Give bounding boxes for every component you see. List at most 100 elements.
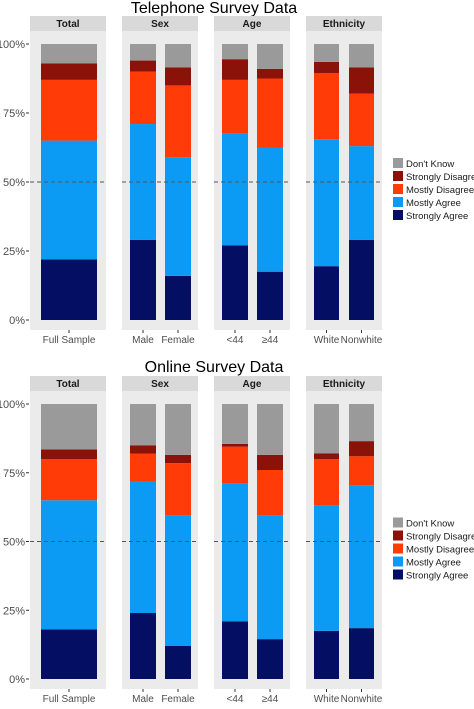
facet-strip: [30, 376, 106, 391]
bar-segment-dont-know: [41, 404, 97, 450]
bar-segment-mostly-disagree: [130, 453, 156, 481]
facet-strip: [122, 16, 198, 31]
legend-label: Strongly Disagree: [406, 172, 474, 183]
legend: Don't Know Strongly Disagree Mostly Disagr…: [393, 517, 474, 582]
bar-segment-mostly-agree: [349, 485, 374, 629]
legend-swatch-strongly-agree: [393, 210, 403, 220]
facet-strip-label: Ethnicity: [323, 379, 366, 390]
bar-segment-strongly-disagree: [165, 454, 191, 464]
bar-segment-mostly-agree: [349, 146, 374, 240]
bar-segment-mostly-disagree: [314, 459, 339, 506]
facet-strip-label: Sex: [151, 379, 169, 390]
legend-label: Don't Know: [406, 159, 454, 170]
bar-segment-mostly-disagree: [314, 72, 339, 140]
bar-segment-mostly-agree: [130, 481, 156, 613]
bar-segment-mostly-agree: [257, 147, 283, 272]
bar-segment-mostly-disagree: [41, 79, 97, 141]
legend-swatch-dont-know: [393, 517, 403, 528]
y-tick-label: 0%: [9, 315, 25, 327]
facet-strip: [214, 376, 290, 391]
x-tick-label: Female: [161, 335, 195, 346]
legend-swatch-strongly-agree: [393, 569, 403, 580]
x-tick-label: ≥44: [262, 694, 279, 704]
bar-segment-mostly-agree: [41, 500, 97, 630]
bar-segment-strongly-agree: [165, 646, 191, 679]
facet-strip-label: Total: [56, 379, 79, 390]
bar-segment-strongly-agree: [41, 629, 97, 679]
bar-segment-strongly-agree: [314, 630, 339, 679]
bar-segment-mostly-disagree: [222, 79, 248, 134]
facet-panel-2: Age <44 ≥44: [214, 16, 290, 346]
y-tick-label: 25%: [3, 246, 25, 258]
bar-segment-strongly-agree: [222, 621, 248, 679]
bar-segment-dont-know: [222, 44, 248, 60]
x-tick-label: White: [314, 694, 340, 704]
chart-block-1: Online Survey Data 0% 25% 50% 75% 100% Total Fu…: [0, 359, 474, 705]
legend-label: Strongly Disagree: [406, 532, 474, 543]
bar-segment-strongly-agree: [257, 271, 283, 320]
facet-strip: [122, 376, 198, 391]
bar-segment-dont-know: [349, 44, 374, 68]
bar-segment-mostly-disagree: [130, 71, 156, 125]
bar-segment-strongly-disagree: [130, 60, 156, 72]
legend-swatch-dont-know: [393, 158, 403, 168]
facet-strip: [306, 16, 382, 31]
facet-panel-3: Ethnicity White Nonwhite: [306, 376, 383, 705]
bar-segment-strongly-disagree: [222, 59, 248, 80]
legend-swatch-mostly-agree: [393, 556, 403, 567]
legend-swatch-mostly-disagree: [393, 184, 403, 194]
y-tick-label: 75%: [3, 108, 25, 120]
bar-segment-strongly-disagree: [257, 68, 283, 79]
facet-strip-label: Sex: [151, 19, 169, 30]
bar-segment-strongly-agree: [314, 266, 339, 320]
bar-segment-mostly-disagree: [165, 463, 191, 516]
legend-swatch-strongly-disagree: [393, 530, 403, 541]
bar-segment-strongly-disagree: [257, 454, 283, 470]
bar-segment-strongly-disagree: [41, 449, 97, 459]
x-tick-label: ≥44: [262, 335, 279, 346]
facet-panel-3: Ethnicity White Nonwhite: [306, 16, 383, 346]
legend-label: Strongly Agree: [406, 571, 468, 582]
bar-segment-mostly-disagree: [257, 78, 283, 148]
facet-panel-1: Sex Male Female: [122, 16, 198, 346]
bar-segment-dont-know: [257, 404, 283, 455]
bar-segment-strongly-disagree: [130, 445, 156, 454]
y-tick-label: 100%: [0, 39, 25, 51]
bar-segment-dont-know: [165, 404, 191, 455]
bar-segment-mostly-agree: [222, 133, 248, 246]
legend-swatch-mostly-disagree: [393, 543, 403, 554]
bar-segment-strongly-agree: [349, 628, 374, 679]
y-tick-label: 25%: [3, 605, 25, 617]
x-tick-label: Nonwhite: [341, 694, 383, 704]
bar-segment-strongly-disagree: [314, 453, 339, 459]
legend-label: Mostly Disagree: [406, 185, 474, 196]
bar-segment-dont-know: [130, 404, 156, 446]
bar-segment-dont-know: [349, 404, 374, 442]
x-tick-label: Full Sample: [43, 694, 96, 704]
x-tick-label: White: [314, 335, 340, 346]
bar-segment-dont-know: [165, 44, 191, 68]
facet-strip: [214, 16, 290, 31]
facet-strip-label: Ethnicity: [323, 19, 366, 30]
facet-strip-label: Age: [243, 379, 262, 390]
chart-title: Telephone Survey Data: [131, 0, 297, 17]
y-tick-label: 75%: [3, 468, 25, 480]
bar-segment-dont-know: [130, 44, 156, 61]
y-tick-label: 100%: [0, 399, 25, 411]
bar-segment-strongly-agree: [41, 259, 97, 320]
x-tick-label: Nonwhite: [341, 335, 383, 346]
bar-segment-mostly-agree: [165, 157, 191, 276]
bar-segment-dont-know: [41, 44, 97, 64]
bar-segment-dont-know: [257, 44, 283, 69]
legend-swatch-strongly-disagree: [393, 171, 403, 181]
bar-segment-mostly-agree: [41, 140, 97, 260]
bar-segment-dont-know: [314, 44, 339, 62]
facet-panel-0: Total Full Sample: [30, 376, 106, 705]
bar-segment-strongly-agree: [130, 613, 156, 679]
facet-strip-label: Age: [243, 19, 262, 30]
bar-segment-strongly-agree: [165, 275, 191, 320]
facet-strip: [306, 376, 382, 391]
facet-panel-1: Sex Male Female: [122, 376, 198, 705]
bar-segment-mostly-disagree: [41, 459, 97, 501]
